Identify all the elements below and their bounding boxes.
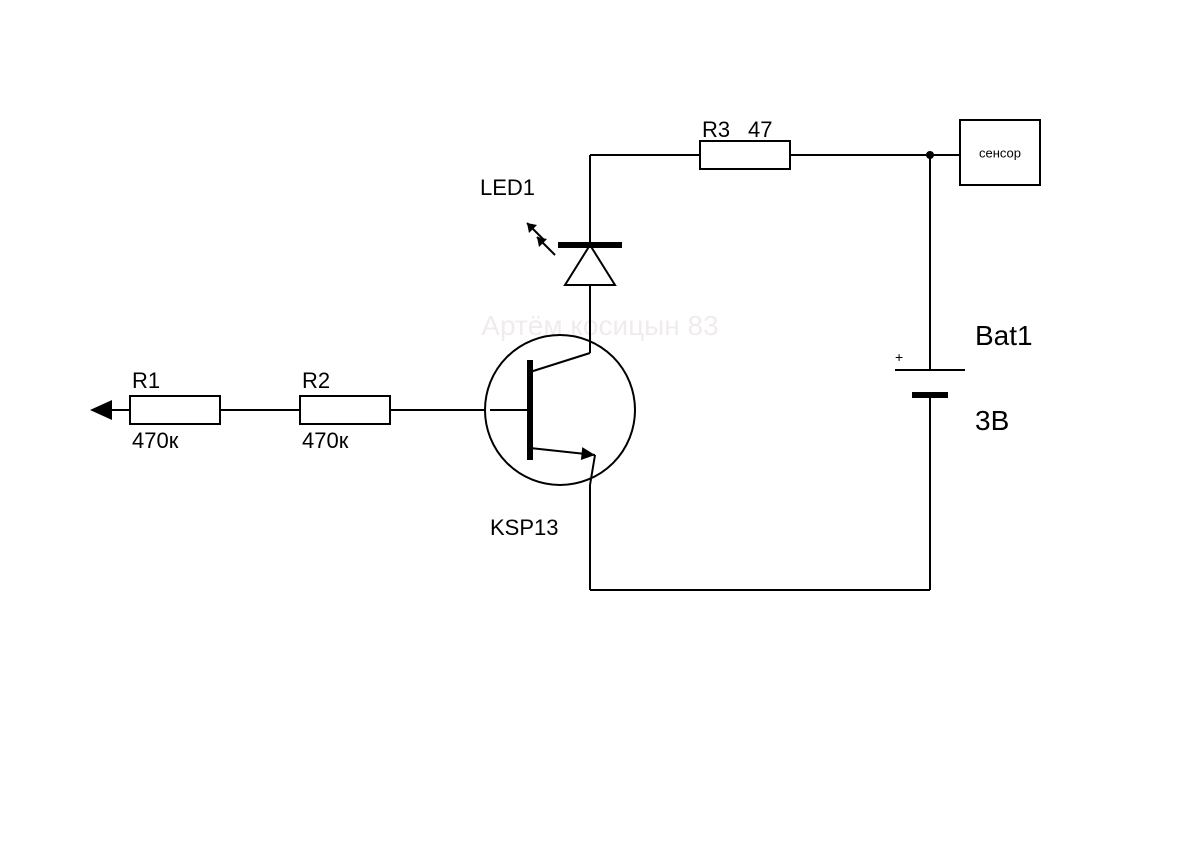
input-arrow-icon bbox=[90, 400, 112, 420]
battery-plus-label: + bbox=[895, 349, 903, 365]
r1-value-label: 470к bbox=[132, 428, 179, 453]
watermark-text: Артём косицын 83 bbox=[481, 310, 718, 341]
circuit-schematic: Артём косицын 83 R1 470к R2 470к R3 47 LED1 KSP… bbox=[0, 0, 1200, 848]
transistor-ksp13 bbox=[485, 335, 635, 485]
transistor-name-label: KSP13 bbox=[490, 515, 559, 540]
resistor-r1 bbox=[130, 396, 220, 424]
sensor-label: сенсор bbox=[979, 146, 1021, 161]
battery-bat1 bbox=[895, 370, 965, 395]
battery-name-label: Bat1 bbox=[975, 320, 1033, 351]
r3-name-label: R3 bbox=[702, 117, 730, 142]
r3-value-label: 47 bbox=[748, 117, 772, 142]
battery-value-label: 3В bbox=[975, 405, 1009, 436]
r2-name-label: R2 bbox=[302, 368, 330, 393]
resistor-r3 bbox=[700, 141, 790, 169]
led1 bbox=[527, 223, 622, 285]
resistor-r2 bbox=[300, 396, 390, 424]
components bbox=[90, 120, 1040, 485]
r1-name-label: R1 bbox=[132, 368, 160, 393]
r2-value-label: 470к bbox=[302, 428, 349, 453]
led-name-label: LED1 bbox=[480, 175, 535, 200]
